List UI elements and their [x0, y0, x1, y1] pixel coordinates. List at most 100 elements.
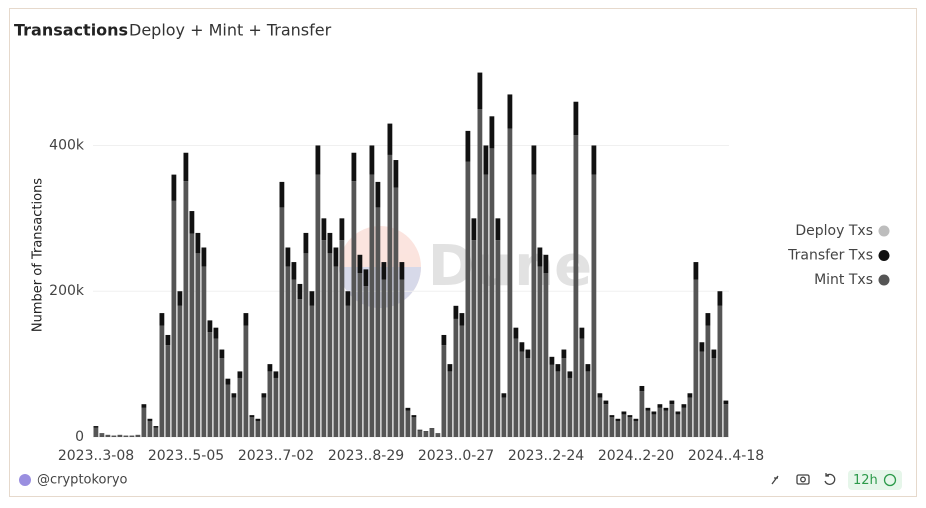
bar-segment: [159, 313, 165, 326]
bar-segment: [99, 434, 105, 437]
bar-segment: [135, 434, 141, 437]
bar-segment: [429, 428, 435, 437]
bar-segment: [171, 174, 177, 201]
bar-segment: [177, 291, 183, 306]
bar-segment: [123, 435, 129, 437]
bar-segment: [219, 349, 225, 359]
bar-segment: [495, 240, 501, 437]
author[interactable]: @cryptokoryo: [37, 473, 128, 488]
bar-segment: [243, 313, 249, 326]
x-tick-label: 2024..4-18: [688, 448, 764, 464]
bar-segment: [147, 418, 153, 421]
bar-segment: [249, 417, 255, 437]
bar-segment: [609, 415, 615, 418]
bar-segment: [675, 411, 681, 415]
bar-segment: [465, 130, 471, 162]
bar-segment: [519, 342, 525, 352]
bar-segment: [483, 174, 489, 437]
x-tick-label: 2023..5-05: [148, 448, 224, 464]
bar-segment: [657, 404, 663, 408]
bar-segment: [393, 187, 399, 437]
legend-swatch: [878, 250, 890, 261]
bar-segment: [471, 218, 477, 241]
bar-segment: [513, 338, 519, 437]
bar-segment: [699, 351, 705, 437]
bar-segment: [693, 262, 699, 280]
bar-segment: [231, 397, 237, 437]
bar-segment: [117, 434, 123, 437]
bar-segment: [387, 154, 393, 438]
bar-segment: [165, 334, 171, 346]
bar-segment: [567, 377, 573, 437]
bar-segment: [147, 420, 153, 437]
bar-segment: [201, 266, 207, 437]
bar-segment: [273, 377, 279, 437]
bar-segment: [579, 327, 585, 339]
bar-segment: [681, 404, 687, 408]
bar-segment: [339, 240, 345, 437]
bar-segment: [711, 349, 717, 359]
refresh-icon[interactable]: [824, 473, 836, 485]
legend-label: Deploy Txs: [795, 223, 873, 239]
bar-segment: [663, 410, 669, 437]
bar-segment: [141, 407, 147, 437]
bar-segment: [195, 232, 201, 254]
bar-segment: [243, 325, 249, 437]
bar-segment: [591, 145, 597, 175]
bar-segment: [279, 181, 285, 208]
bar-segment: [297, 283, 303, 300]
bar-segment: [537, 247, 543, 267]
bar-segment: [633, 418, 639, 421]
embed-icon[interactable]: [771, 475, 779, 485]
bar-segment: [555, 364, 561, 372]
bar-segment: [609, 417, 615, 437]
bar-segment: [153, 426, 159, 428]
bar-segment: [297, 299, 303, 437]
bar-segment: [717, 291, 723, 306]
bar-segment: [141, 404, 147, 408]
chart-subtitle: Deploy + Mint + Transfer: [129, 21, 332, 40]
bar-segment: [615, 420, 621, 437]
bar-segment: [351, 152, 357, 182]
bar-segment: [483, 145, 489, 175]
bar-segment: [303, 232, 309, 254]
bar-segment: [459, 325, 465, 437]
bar-segment: [597, 397, 603, 437]
bar-segment: [219, 358, 225, 437]
bar-segment: [399, 262, 405, 280]
bar-segment: [291, 262, 297, 280]
bar-segment: [621, 411, 627, 415]
bar-segment: [669, 400, 675, 405]
bar-segment: [315, 145, 321, 175]
bar-segment: [447, 364, 453, 372]
refresh-interval: 12h: [853, 473, 878, 488]
bar-segment: [687, 397, 693, 437]
y-tick-label: 200k: [49, 283, 85, 299]
bar-segment: [237, 371, 243, 378]
bar-segment: [603, 404, 609, 437]
bar-segment: [579, 338, 585, 437]
bar-segment: [663, 407, 669, 411]
bar-segment: [369, 145, 375, 175]
bar-segment: [651, 414, 657, 437]
legend-label: Mint Txs: [814, 272, 873, 288]
bar-segment: [363, 286, 369, 437]
bar-segment: [723, 404, 729, 437]
bar-segment: [549, 364, 555, 437]
bar-segment: [507, 94, 513, 129]
bar-segment: [267, 364, 273, 372]
bar-segment: [351, 181, 357, 437]
bar-segment: [387, 123, 393, 155]
bar-segment: [357, 254, 363, 274]
bar-segment: [225, 384, 231, 437]
x-tick-label: 2023..8-29: [328, 448, 404, 464]
bar-segment: [567, 371, 573, 378]
bar-segment: [321, 218, 327, 241]
screenshot-icon[interactable]: [796, 474, 810, 485]
bar-segment: [189, 233, 195, 437]
bar-segment: [129, 435, 135, 437]
bar-segment: [645, 410, 651, 437]
bar-segment: [549, 356, 555, 365]
bar-segment: [651, 411, 657, 415]
bar-segment: [423, 431, 429, 432]
